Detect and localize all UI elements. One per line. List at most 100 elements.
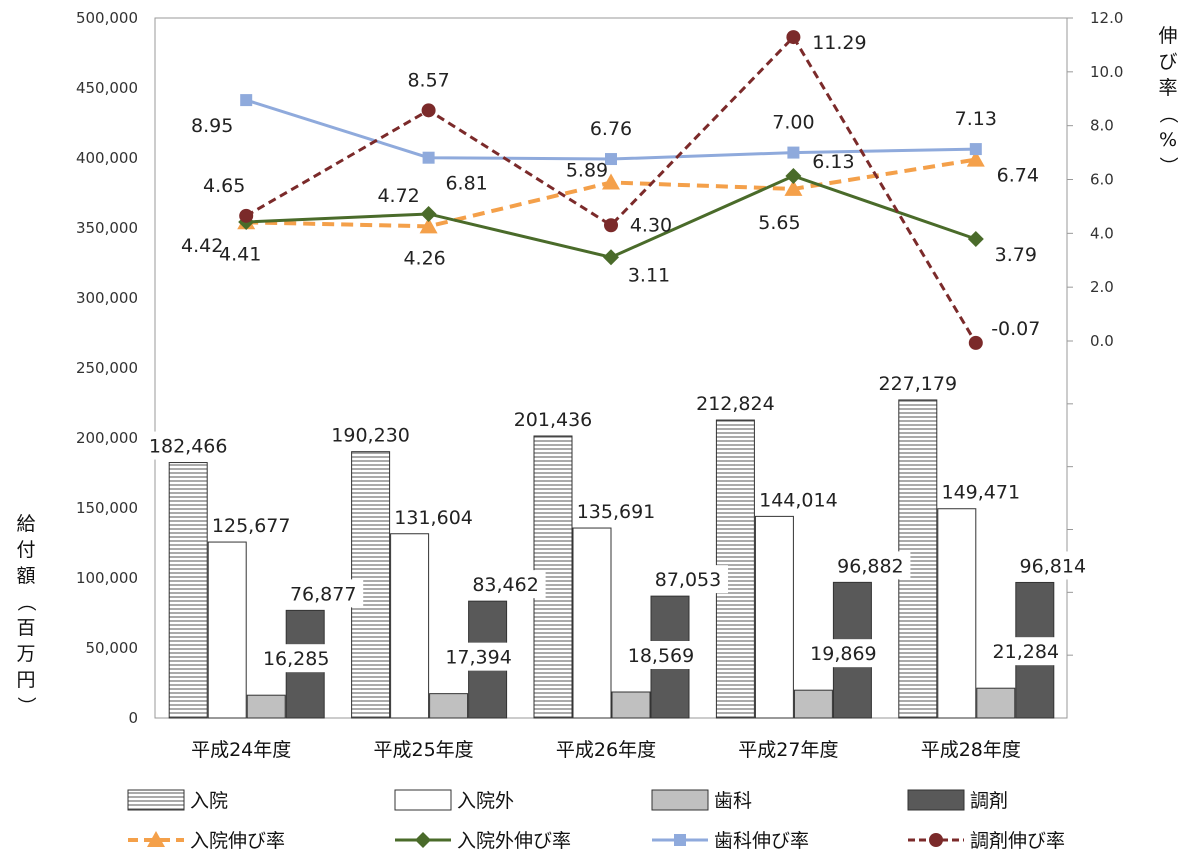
y-right-title-char: 伸 (1158, 25, 1177, 47)
line-value-label: 3.79 (995, 244, 1037, 266)
y-left-tick-label: 450,000 (76, 79, 138, 97)
bar-label-bg (283, 579, 364, 608)
bar-label-bg (621, 641, 701, 670)
bar (429, 693, 469, 719)
legend-label: 入院外伸び率 (457, 830, 571, 852)
y-left-title-char: （ (15, 592, 37, 611)
line-value-label: 3.11 (628, 264, 670, 286)
bar-value-label: 21,284 (993, 641, 1059, 663)
legend-marker (147, 831, 165, 847)
bar (533, 435, 573, 719)
bar-label-bg (803, 639, 884, 668)
bar-value-label: 144,014 (759, 489, 838, 511)
bar-label-bg (393, 502, 474, 531)
line-value-label: 11.29 (812, 32, 866, 54)
y-left-title-char: 万 (16, 643, 35, 665)
bar-value-label: 131,604 (394, 507, 473, 529)
y-left-title-char: 百 (16, 617, 35, 639)
legend-label: 入院伸び率 (190, 830, 285, 852)
y-left-title-char: ） (15, 696, 37, 715)
legend-marker (674, 834, 686, 846)
line-marker (969, 143, 982, 156)
legend-label: 入院 (190, 790, 228, 812)
x-category-label: 平成24年度 (191, 739, 291, 761)
y-right-tick-label: 2.0 (1090, 278, 1114, 296)
bar-label-bg (330, 420, 411, 449)
bar-value-label: 125,677 (212, 515, 291, 537)
legend-swatch (907, 789, 965, 811)
bar-value-label: 182,466 (149, 436, 228, 458)
legend-swatch (651, 789, 709, 811)
line-marker (604, 218, 618, 233)
y-left-tick-label: 150,000 (76, 499, 138, 517)
bar (611, 691, 651, 719)
line-value-label: 4.65 (203, 175, 245, 197)
y-left-tick-label: 400,000 (76, 149, 138, 167)
y-right-tick-label: 8.0 (1090, 117, 1114, 135)
line-value-label: 8.95 (191, 115, 233, 137)
lines-layer (237, 30, 985, 350)
y-right-tick-label: 10.0 (1090, 63, 1123, 81)
line-value-label: 7.00 (772, 112, 814, 134)
line-marker (786, 30, 801, 45)
x-category-label: 平成26年度 (556, 739, 656, 761)
bar-value-label: 96,882 (837, 555, 903, 577)
bar-value-label: 16,285 (263, 648, 329, 670)
y-left-tick-label: 500,000 (76, 9, 138, 27)
line-value-label: 6.13 (812, 151, 854, 173)
line-value-label: 4.30 (630, 214, 672, 236)
line-marker (968, 335, 983, 350)
legend-marker (929, 833, 943, 847)
axis-layer: 0 50,000 100,000 150,000 200,000 250,000 300,0… (15, 9, 1179, 761)
line-value-label: 6.76 (590, 118, 632, 140)
y-left-tick-label: 200,000 (76, 429, 138, 447)
bar-label-bg (256, 644, 337, 673)
legend-label: 歯科 (714, 790, 752, 812)
legend-marker (415, 832, 431, 848)
legend-label: 調剤伸び率 (970, 830, 1065, 852)
line-value-label: 4.26 (403, 247, 445, 269)
line-marker (967, 230, 984, 247)
line-marker (785, 168, 802, 185)
y-left-tick-label: 0 (128, 709, 138, 727)
bar (937, 508, 977, 719)
y-left-tick-label: 300,000 (76, 289, 138, 307)
bar-value-label: 17,394 (445, 647, 511, 669)
bar (168, 462, 208, 719)
bar-value-label: 96,814 (1020, 555, 1086, 577)
y-right-title-char: 率 (1158, 77, 1177, 99)
line-value-label: 6.74 (997, 165, 1039, 187)
bar-value-label: 227,179 (879, 373, 958, 395)
x-category-label: 平成25年度 (374, 739, 474, 761)
bar-value-label: 201,436 (514, 409, 593, 431)
y-left-title-char: 円 (16, 669, 35, 691)
bar-label-bg (1012, 551, 1093, 580)
bar-value-label: 19,869 (810, 643, 876, 665)
bar-value-label: 87,053 (655, 569, 721, 591)
bar-label-bg (758, 485, 839, 514)
bar (793, 689, 833, 719)
bars-layer (168, 399, 1055, 719)
bar-label-bg (211, 511, 292, 540)
legend-label: 調剤 (970, 790, 1008, 812)
line-value-label: 6.81 (445, 173, 487, 195)
y-left-title-char: 額 (16, 565, 35, 587)
y-right-tick-label: 12.0 (1090, 9, 1123, 27)
y-right-title-char: び (1158, 51, 1177, 73)
bar (390, 533, 430, 719)
bar-label-bg (985, 637, 1066, 666)
legend-label: 入院外 (457, 790, 514, 812)
y-right-tick-label: 0.0 (1090, 332, 1114, 350)
y-right-title-char: （ (1157, 104, 1179, 123)
y-left-tick-label: 100,000 (76, 569, 138, 587)
line-marker (420, 205, 437, 222)
line-value-label: 5.65 (758, 212, 800, 234)
line-marker (421, 103, 436, 118)
bar (754, 515, 794, 719)
line-marker (239, 208, 254, 223)
x-category-label: 平成28年度 (921, 739, 1021, 761)
legend-label: 歯科伸び率 (714, 830, 809, 852)
y-left-title-char: 給 (16, 513, 35, 535)
line-marker (784, 179, 803, 196)
